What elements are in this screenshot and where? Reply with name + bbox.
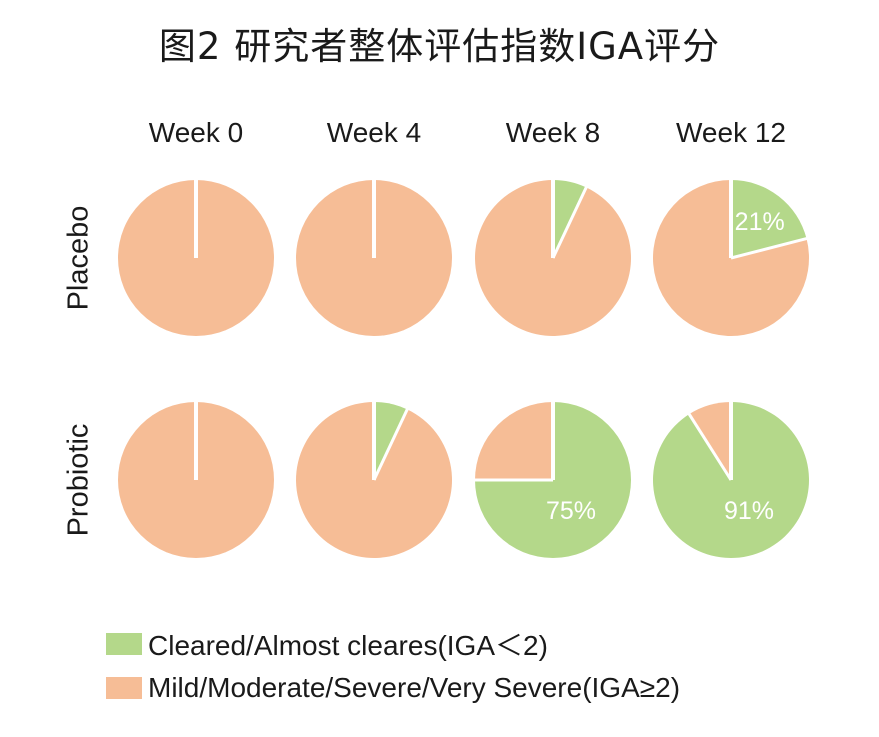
legend-swatch-mild — [106, 677, 142, 699]
legend-item-cleared: Cleared/Almost cleares(IGA＜2) — [106, 624, 548, 664]
column-label-week-8: Week 8 — [506, 117, 600, 148]
column-label-week-4: Week 4 — [327, 117, 421, 148]
legend-label-cleared: Cleared/Almost cleares(IGA＜2) — [148, 630, 548, 661]
pie-probiotic-week-12-slice-mild — [689, 402, 731, 480]
row-label-placebo: Placebo — [63, 206, 95, 311]
column-label-week-12: Week 12 — [676, 117, 786, 148]
pie-probiotic-week-12-data-label: 91% — [724, 497, 774, 525]
legend-swatch-cleared — [106, 633, 142, 655]
legend-label-mild: Mild/Moderate/Severe/Very Severe(IGA≥2) — [148, 672, 681, 703]
legend-item-mild: Mild/Moderate/Severe/Very Severe(IGA≥2) — [106, 672, 680, 704]
row-label-probiotic: Probiotic — [63, 424, 95, 537]
chart-title: 图2 研究者整体评估指数IGA评分 — [158, 25, 721, 68]
pie-placebo-week-8-separator-end — [551, 185, 588, 259]
pie-probiotic-week-8-slice-mild — [475, 402, 553, 480]
column-label-week-0: Week 0 — [149, 117, 243, 148]
pie-probiotic-week-12-separator-end — [687, 412, 733, 481]
pie-placebo-week-12-data-label: 21% — [735, 208, 785, 236]
pie-probiotic-week-4-separator-end — [372, 407, 409, 481]
pie-probiotic-week-8-data-label: 75% — [546, 497, 596, 525]
pie-placebo-week-12-slice-cleared — [731, 180, 807, 258]
pie-placebo-week-12-separator-end — [730, 236, 808, 260]
